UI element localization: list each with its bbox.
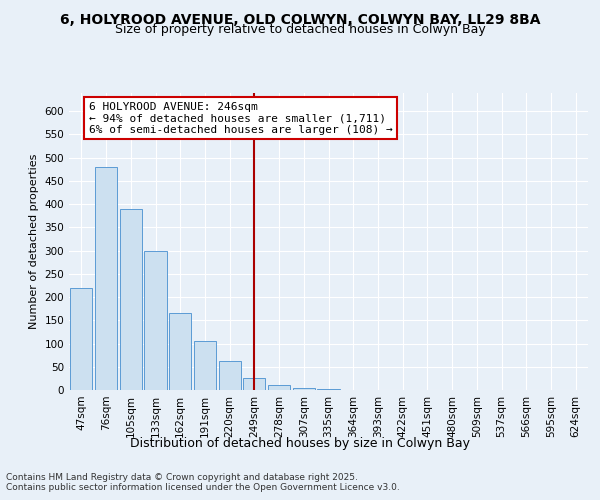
Bar xyxy=(268,386,290,390)
Bar xyxy=(70,288,92,390)
Text: Contains public sector information licensed under the Open Government Licence v3: Contains public sector information licen… xyxy=(6,482,400,492)
Bar xyxy=(293,388,315,390)
Bar xyxy=(119,208,142,390)
Bar xyxy=(194,341,216,390)
Bar xyxy=(145,250,167,390)
Bar xyxy=(95,167,117,390)
Bar xyxy=(243,378,265,390)
Bar xyxy=(218,360,241,390)
Text: Contains HM Land Registry data © Crown copyright and database right 2025.: Contains HM Land Registry data © Crown c… xyxy=(6,472,358,482)
Text: 6 HOLYROOD AVENUE: 246sqm
← 94% of detached houses are smaller (1,711)
6% of sem: 6 HOLYROOD AVENUE: 246sqm ← 94% of detac… xyxy=(89,102,392,135)
Text: Distribution of detached houses by size in Colwyn Bay: Distribution of detached houses by size … xyxy=(130,438,470,450)
Text: Size of property relative to detached houses in Colwyn Bay: Size of property relative to detached ho… xyxy=(115,22,485,36)
Bar xyxy=(317,389,340,390)
Y-axis label: Number of detached properties: Number of detached properties xyxy=(29,154,39,329)
Text: 6, HOLYROOD AVENUE, OLD COLWYN, COLWYN BAY, LL29 8BA: 6, HOLYROOD AVENUE, OLD COLWYN, COLWYN B… xyxy=(60,12,540,26)
Bar xyxy=(169,314,191,390)
